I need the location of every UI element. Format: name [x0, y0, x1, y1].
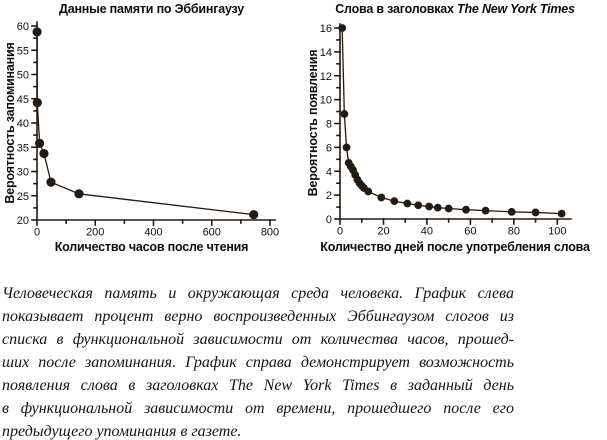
- data-point: [481, 206, 490, 215]
- y-tick-label: 40: [17, 118, 29, 130]
- axes: [334, 23, 572, 225]
- data-point: [377, 193, 386, 202]
- x-tick-label: 80: [508, 226, 520, 238]
- data-line: [341, 27, 562, 215]
- x-tick-label: 40: [421, 226, 433, 238]
- caption-line: появления слова в заголовках The New Yor…: [2, 377, 514, 394]
- data-point: [338, 24, 347, 32]
- data-point: [403, 199, 412, 208]
- data-point: [35, 138, 45, 148]
- ebbinghaus-plot-area: 0 200 400 600 800 20 25 30 35 40 45 50 55 60: [17, 21, 279, 239]
- x-tick-label: 200: [86, 227, 104, 239]
- figure-caption: Человеческая память и окружающая среда ч…: [2, 282, 514, 440]
- data-point: [46, 177, 56, 187]
- x-tick-label: 60: [464, 226, 476, 238]
- data-point: [340, 110, 349, 118]
- x-tick-label: 800: [261, 227, 279, 239]
- x-tick-label: 0: [337, 226, 343, 238]
- x-tick-label: 400: [144, 227, 162, 239]
- data-point: [364, 187, 373, 196]
- y-tick-label: 14: [320, 47, 332, 59]
- y-tick-label: 60: [17, 21, 29, 33]
- y-tick-label: 16: [320, 23, 332, 35]
- x-tick-label: 600: [203, 227, 221, 239]
- x-tick-label: 20: [377, 226, 389, 238]
- caption-line: показывает процент верно воспроизведенны…: [2, 308, 514, 325]
- y-tick-label: 6: [326, 142, 332, 154]
- y-tick-label: 0: [326, 214, 332, 226]
- data-point: [342, 143, 351, 152]
- data-point: [425, 202, 433, 211]
- data-point: [557, 209, 566, 218]
- y-tick-label: 4: [326, 166, 332, 178]
- y-tick-label: 8: [326, 119, 332, 131]
- y-tick-label: 2: [326, 190, 332, 202]
- data-point: [433, 203, 442, 212]
- x-axis-label: Количество часов после чтения: [54, 240, 249, 254]
- nyt-plot-area: 0 20 40 60 80 100 0 2 4 6 8 10 12 14 16: [320, 23, 572, 238]
- caption-line: предыдущего упоминания в газете.: [2, 423, 242, 440]
- data-line: [36, 31, 254, 216]
- y-tick-label: 30: [17, 167, 29, 179]
- chart-title: Данные памяти по Эббингаузу: [0, 2, 303, 17]
- axes: [31, 21, 276, 226]
- ebbinghaus-memory-chart: Данные памяти по Эббингаузу Вероятность …: [0, 0, 303, 268]
- y-tick-label: 10: [320, 95, 332, 107]
- data-point: [414, 201, 423, 210]
- y-tick-label: 45: [17, 94, 29, 106]
- caption-line: Человеческая память и окружающая среда ч…: [2, 285, 514, 302]
- x-tick-label: 0: [34, 227, 40, 239]
- caption-line: в функциональной зависимости от времени,…: [2, 400, 514, 417]
- data-point: [32, 98, 42, 108]
- data-point: [531, 208, 540, 217]
- data-point: [444, 204, 453, 213]
- y-tick-label: 55: [17, 45, 29, 57]
- data-point: [32, 27, 42, 37]
- caption-line: списка в функциональной зависимости от к…: [2, 331, 514, 348]
- caption-line: ших после запоминания. График справа дем…: [2, 354, 514, 371]
- chart-title-italic: The New York Times: [457, 2, 575, 16]
- x-tick-label: 100: [548, 226, 566, 238]
- y-tick-label: 12: [320, 71, 332, 83]
- x-axis-label: Количество дней после употребления слова: [320, 240, 590, 254]
- chart-title-text: Слова в заголовках: [335, 2, 458, 16]
- data-point: [39, 148, 49, 159]
- nyt-headlines-chart: Слова в заголовках The New York Times Ве…: [303, 0, 607, 268]
- data-point: [74, 189, 84, 199]
- chart-title-text: Данные памяти по Эббингаузу: [58, 2, 244, 16]
- y-tick-label: 25: [17, 191, 29, 203]
- data-point: [462, 205, 470, 214]
- y-tick-label: 35: [17, 142, 29, 154]
- y-tick-label: 20: [17, 215, 29, 227]
- data-point: [507, 207, 516, 216]
- data-point: [249, 210, 259, 220]
- y-tick-label: 50: [17, 70, 29, 82]
- chart-title: Слова в заголовках The New York Times: [303, 2, 607, 17]
- data-point: [390, 197, 399, 205]
